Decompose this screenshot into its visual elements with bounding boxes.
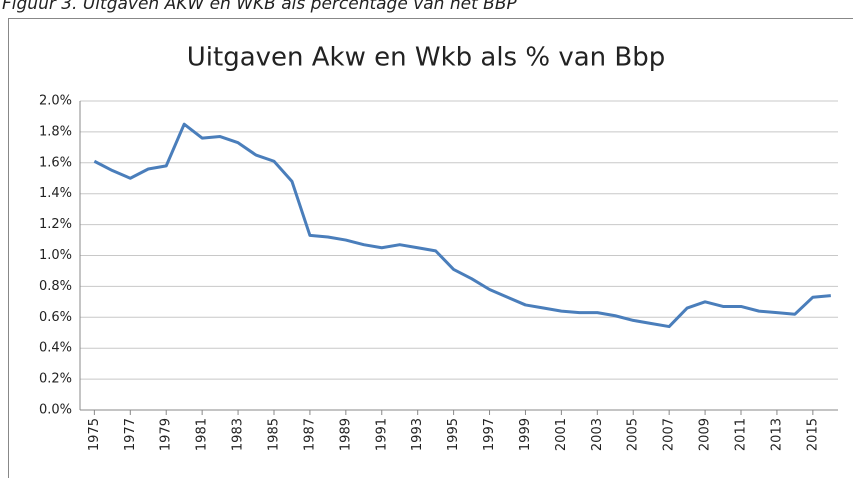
x-tick-label: 2005 <box>626 418 641 451</box>
y-tick-label: 0.8% <box>39 279 72 294</box>
y-tick-label: 1.6% <box>39 155 72 170</box>
x-tick-label: 2013 <box>769 418 784 451</box>
x-tick-label: 1997 <box>482 418 497 451</box>
x-tick-label: 2001 <box>554 418 569 451</box>
x-tick-label: 2009 <box>698 418 713 451</box>
line-series <box>93 122 831 329</box>
x-tick-label: 1999 <box>518 418 533 451</box>
chart-border <box>8 18 853 478</box>
caption: Figuur 3. Uitgaven AKW en WKB als percen… <box>2 0 517 14</box>
x-tick-label: 1995 <box>446 418 461 451</box>
x-tick-label: 1991 <box>374 418 389 451</box>
x-tick-label: 1979 <box>159 418 174 451</box>
x-tick-label: 2007 <box>662 418 677 451</box>
y-tick-label: 1.0% <box>39 248 72 263</box>
x-tick-label: 2011 <box>734 418 749 451</box>
x-tick-label: 1989 <box>338 418 353 451</box>
x-tick-label: 1981 <box>195 418 210 451</box>
y-tick-label: 1.2% <box>39 217 72 232</box>
y-tick-label: 0.4% <box>39 341 72 356</box>
x-tick-label: 1985 <box>266 418 281 451</box>
y-tick-label: 0.0% <box>39 403 72 418</box>
y-tick-label: 1.8% <box>39 124 72 139</box>
x-tick-label: 1993 <box>410 418 425 451</box>
x-tick-label: 2003 <box>590 418 605 451</box>
x-tick-label: 2015 <box>805 418 820 451</box>
x-tick-label: 1975 <box>87 418 102 451</box>
y-tick-label: 1.4% <box>39 186 72 201</box>
x-tick-label: 1983 <box>231 418 246 451</box>
y-tick-label: 0.6% <box>39 310 72 325</box>
chart-title: Uitgaven Akw en Wkb als % van Bbp <box>187 43 666 73</box>
x-tick-label: 1987 <box>302 418 317 451</box>
y-tick-label: 0.2% <box>39 372 72 387</box>
x-tick-label: 1977 <box>123 418 138 451</box>
y-tick-label: 2.0% <box>39 94 72 109</box>
